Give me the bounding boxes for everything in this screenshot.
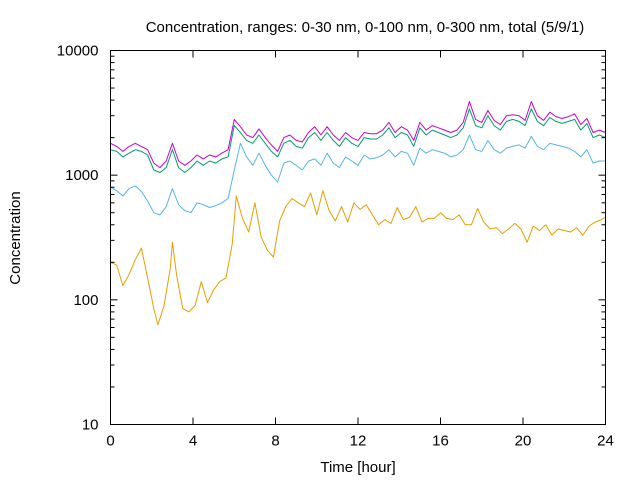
plot-frame (110, 50, 606, 425)
x-tick-label: 0 (106, 433, 114, 450)
series-layer (110, 101, 606, 326)
x-axis-label: Time [hour] (320, 459, 395, 476)
chart-title: Concentration, ranges: 0-30 nm, 0-100 nm… (146, 19, 585, 36)
x-tick-label: 4 (189, 433, 197, 450)
series-line-1 (110, 190, 606, 326)
x-tick-label: 12 (350, 433, 367, 450)
series-line-2 (110, 134, 606, 216)
x-tick-label: 16 (432, 433, 449, 450)
y-tick-label: 100 (73, 292, 98, 309)
y-tick-label: 1000 (65, 167, 98, 184)
series-line-3 (110, 108, 606, 173)
y-tick-label: 10000 (57, 43, 99, 60)
x-tick-label: 20 (515, 433, 532, 450)
x-tick-label: 8 (271, 433, 279, 450)
y-tick-label: 10 (82, 417, 99, 434)
x-tick-label: 24 (597, 433, 614, 450)
tick-layer: 0 4 8 12 16 20 24 10 100 1000 10000 (57, 43, 614, 450)
series-line-4 (110, 101, 606, 169)
y-axis-label: Concentration (7, 191, 24, 284)
